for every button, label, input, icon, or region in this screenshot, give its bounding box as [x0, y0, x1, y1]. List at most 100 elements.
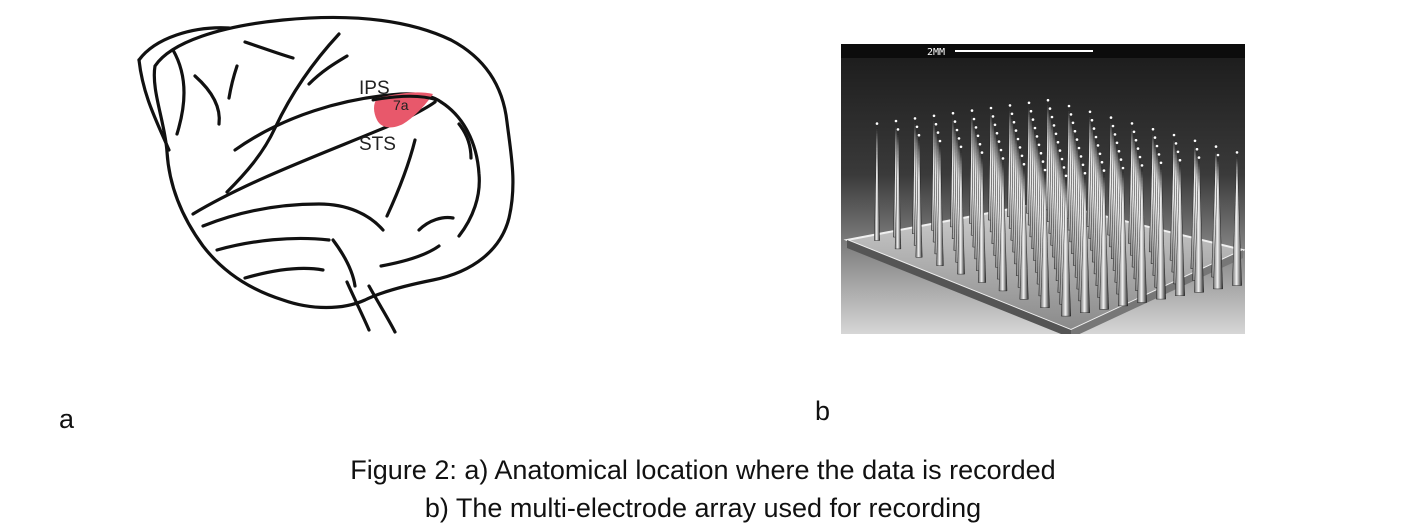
electrode-spike: [977, 150, 987, 283]
electrode-tip: [1064, 174, 1068, 178]
electrode-spikes: [874, 98, 1242, 317]
electrode-tip: [1039, 151, 1043, 155]
electrode-tip: [951, 111, 955, 115]
electrode-tip: [1046, 98, 1050, 102]
electrode-tip: [1134, 138, 1138, 142]
electrode-tip: [991, 115, 995, 118]
electrode-tip: [1033, 126, 1037, 130]
electrode-spike: [957, 144, 965, 275]
electrode-spike: [1061, 173, 1071, 317]
panel-b-letter: b: [815, 396, 831, 426]
electrode-tip: [896, 128, 900, 131]
electrode-tip: [955, 128, 959, 132]
electrode-tip: [1008, 104, 1012, 107]
electrode-tip: [995, 131, 999, 135]
electrode-tip: [1081, 163, 1085, 167]
electrode-tip: [972, 117, 976, 121]
electrode-tip: [1090, 118, 1094, 122]
electrode-tip: [1050, 115, 1054, 119]
electrode-tip: [1102, 169, 1106, 172]
electrode-spike: [1175, 158, 1185, 296]
electrode-spike: [1156, 160, 1166, 300]
electrode-tip: [1140, 164, 1144, 167]
electrode-tip: [1216, 153, 1220, 157]
electrode-tip: [1062, 166, 1066, 169]
electrode-tip: [1027, 101, 1031, 105]
caption-line-2: b) The multi-electrode array used for re…: [424, 493, 982, 523]
electrode-tip: [1100, 160, 1104, 164]
electrode-tip: [1121, 166, 1125, 170]
electrode-spike: [874, 121, 880, 241]
electrode-tip: [917, 133, 921, 137]
electrode-tip: [936, 131, 940, 134]
electrode-tip: [913, 117, 917, 120]
electrode-tip: [978, 142, 982, 146]
electrode-tip: [1060, 157, 1064, 161]
electrode-tip: [989, 106, 993, 110]
electrode-tip: [1054, 132, 1058, 136]
electrode-tip: [953, 120, 957, 123]
electrode-tip: [915, 125, 919, 129]
electrode-spike: [1118, 165, 1128, 307]
electrode-tip: [1159, 161, 1163, 165]
electrode-tip: [997, 140, 1001, 143]
brain-drawing: IPS 7a STS: [137, 15, 515, 334]
electrode-tip: [1020, 154, 1024, 158]
electrode-tip: [1151, 127, 1155, 131]
electrode-tip: [976, 134, 980, 138]
electrode-tip: [1058, 149, 1062, 152]
electrode-tip: [1031, 118, 1035, 121]
electrode-tip: [1109, 116, 1113, 119]
electrode-spike: [1213, 152, 1223, 290]
electrode-tip: [1001, 157, 1005, 160]
electrode-spike: [1099, 168, 1109, 310]
electrode-spike: [1194, 155, 1204, 293]
area-7a-highlight: [374, 92, 433, 128]
electrode-tip: [1155, 144, 1159, 148]
electrode-tip: [1094, 135, 1098, 139]
electrode-tip: [875, 122, 879, 125]
electrode-spike: [1137, 163, 1147, 303]
electrode-tip: [1178, 158, 1182, 162]
electrode-tip: [894, 119, 898, 123]
electrode-spike: [1232, 150, 1242, 286]
electrode-tip: [1079, 155, 1083, 158]
electrode-tip: [1077, 146, 1081, 150]
electrode-tip: [938, 139, 942, 143]
electrode-tip: [1172, 133, 1176, 137]
electrode-tip: [1193, 139, 1197, 143]
electrode-tip: [1056, 140, 1060, 144]
electrode-tip: [1016, 137, 1020, 141]
electrode-tip: [1071, 121, 1075, 125]
electrode-tip: [1176, 150, 1180, 154]
electrode-tip: [1098, 152, 1102, 156]
figure-caption: Figure 2: a) Anatomical location where t…: [0, 451, 1406, 527]
electrode-tip: [1117, 149, 1121, 153]
electrode-tip: [1113, 133, 1117, 136]
electrode-tip: [1214, 145, 1218, 148]
electrode-tip: [1035, 135, 1039, 138]
electrode-spike: [1019, 162, 1029, 300]
electrode-spike: [915, 133, 923, 258]
electrode-tip: [1096, 144, 1100, 147]
electrode-tip: [1052, 124, 1056, 127]
electrode-tip: [1037, 143, 1041, 147]
brain-illustration: IPS 7a STS: [133, 4, 525, 334]
electrode-tip: [1073, 129, 1077, 133]
electrode-tip: [1088, 110, 1092, 114]
electrode-tip: [1075, 138, 1079, 141]
electrode-tip: [993, 123, 997, 127]
electrode-tip: [957, 137, 961, 140]
electrode-spike: [894, 127, 902, 250]
brainstem: [345, 280, 371, 332]
electrode-tip: [1130, 122, 1134, 125]
electrode-tip: [1083, 171, 1087, 175]
electrode-tip: [1018, 146, 1022, 149]
electrode-tip: [1136, 147, 1140, 150]
electrode-tip: [1092, 127, 1096, 130]
brain-outline: [152, 15, 515, 310]
electrode-tip: [932, 114, 936, 118]
electrode-tip: [980, 151, 984, 154]
electrode-tip: [1048, 107, 1052, 110]
caption-line-1: Figure 2: a) Anatomical location where t…: [350, 455, 1056, 485]
